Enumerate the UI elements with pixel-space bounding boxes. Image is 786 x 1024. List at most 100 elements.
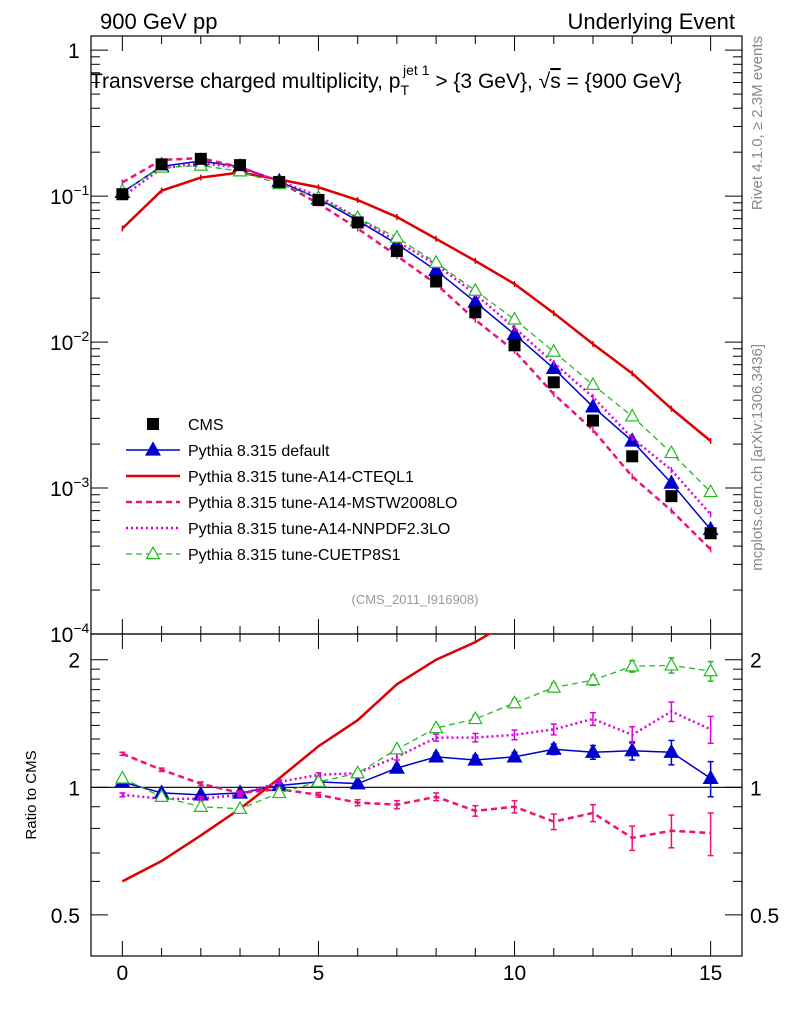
data-point — [704, 527, 717, 540]
ratio-series-pythia-8-315-default — [114, 739, 719, 801]
data-point — [584, 398, 601, 413]
ratio-series-pythia-8-315-tune-a14-mstw2008lo — [119, 751, 714, 857]
data-point — [351, 216, 364, 229]
ratio-line — [121, 634, 492, 883]
analysis-watermark: (CMS_2011_I916908) — [352, 592, 479, 607]
legend-marker — [145, 545, 161, 560]
legend-label: Pythia 8.315 default — [188, 443, 330, 460]
legend-label: Pythia 8.315 tune-CUETP8S1 — [188, 547, 401, 564]
y-tick-base: 10 — [50, 332, 73, 355]
data-point — [155, 158, 168, 171]
y-tick-exp: −2 — [73, 328, 89, 344]
data-point — [508, 339, 521, 352]
data-point — [626, 450, 639, 463]
data-point — [390, 245, 403, 258]
data-point — [663, 474, 680, 489]
header-right-label: Underlying Event — [567, 9, 735, 34]
legend-marker — [147, 418, 159, 430]
data-point — [430, 275, 443, 288]
ratio-plot-frame — [90, 633, 743, 957]
legend-marker — [145, 441, 161, 456]
ratio-series-pythia-8-315-tune-a14-cteql1 — [121, 634, 492, 883]
data-point — [585, 376, 601, 390]
ratio-point — [546, 679, 562, 693]
ratio-point — [507, 695, 522, 709]
y-tick-exp: −1 — [73, 182, 89, 198]
legend-label: Pythia 8.315 tune-A14-NNPDF2.3LO — [188, 521, 450, 538]
ratio-point — [624, 742, 641, 757]
series-line — [122, 164, 712, 493]
title-sup: jet 1 — [402, 62, 430, 78]
y-tick-base: 1 — [68, 40, 80, 63]
data-point — [234, 159, 247, 172]
ratio-y-tick-label-left: 0.5 — [51, 905, 80, 928]
data-point — [428, 254, 444, 268]
title-suffix: = {900 GeV} — [561, 70, 682, 93]
data-point — [665, 490, 678, 503]
ratio-point — [193, 798, 209, 812]
series-line — [121, 156, 712, 551]
y-tick-label: 10−4 — [50, 620, 90, 647]
data-point — [546, 343, 562, 357]
legend-item-pythia-8-315-default: Pythia 8.315 default — [126, 441, 330, 460]
ratio-line — [122, 664, 711, 810]
x-tick-label: 10 — [503, 962, 526, 985]
y-tick-label: 10−3 — [50, 474, 90, 501]
legend-label: Pythia 8.315 tune-A14-MSTW2008LO — [188, 495, 457, 512]
legend-label: CMS — [188, 417, 224, 434]
y-tick-exp: −4 — [73, 620, 89, 636]
ratio-point — [467, 710, 483, 725]
title-middle: > {3 GeV}, √ — [429, 70, 550, 93]
ratio-y-tick-label-right: 0.5 — [750, 905, 779, 928]
data-point — [389, 229, 405, 243]
ratio-y-tick-label-right: 2 — [750, 650, 762, 673]
ratio-point — [663, 743, 680, 758]
ratio-point — [311, 773, 326, 788]
series-pythia-8-315-tune-a14-cteql1 — [121, 169, 712, 445]
data-point — [703, 483, 719, 498]
x-tick-label: 15 — [699, 962, 722, 985]
data-point — [469, 306, 482, 319]
data-point — [273, 175, 286, 188]
data-point — [586, 414, 599, 427]
x-tick-label: 5 — [313, 962, 325, 985]
ratio-point — [350, 765, 366, 779]
ratio-point — [702, 769, 719, 784]
rivet-label: Rivet 4.1.0, ≥ 2.3M events — [749, 36, 766, 210]
ratio-point — [585, 672, 601, 686]
ratio-point — [467, 751, 484, 766]
ratio-point — [624, 658, 640, 672]
title-sub: T — [400, 82, 409, 98]
ratio-y-axis-label: Ratio to CMS — [23, 750, 40, 839]
y-tick-label: 1 — [68, 40, 80, 63]
legend-label: Pythia 8.315 tune-A14-CTEQL1 — [188, 469, 414, 486]
data-point — [116, 188, 129, 201]
y-tick-label: 10−2 — [50, 328, 90, 355]
y-tick-base: 10 — [50, 186, 73, 209]
ratio-point — [506, 748, 523, 763]
ratio-point — [232, 800, 248, 814]
main-axis-ticks: 10−410−310−210−11 — [50, 36, 742, 647]
data-point — [624, 408, 640, 422]
data-point — [507, 311, 522, 325]
y-tick-label: 10−1 — [50, 182, 90, 209]
ratio-y-tick-label-left: 2 — [68, 650, 80, 673]
ratio-point — [664, 657, 679, 671]
series-cms — [116, 152, 717, 540]
data-point — [664, 444, 679, 459]
ratio-point — [584, 743, 601, 758]
legend-item-pythia-8-315-tune-a14-mstw2008lo: Pythia 8.315 tune-A14-MSTW2008LO — [126, 495, 457, 512]
series-pythia-8-315-tune-a14-mstw2008lo — [121, 155, 712, 553]
mcplots-label: mcplots.cern.ch [arXiv:1306.3436] — [749, 344, 766, 571]
data-point — [467, 282, 483, 296]
legend: CMS Pythia 8.315 default Pythia 8.315 tune… — [126, 417, 457, 564]
ratio-line — [121, 752, 711, 840]
data-point — [194, 152, 207, 165]
ratio-point — [703, 663, 719, 677]
ratio-point — [428, 748, 445, 763]
ratio-line — [122, 748, 712, 796]
ratio-point — [154, 788, 169, 802]
plot-title: Transverse charged multiplicity, pTjet 1… — [90, 62, 682, 98]
title-prefix: Transverse charged multiplicity, p — [90, 70, 400, 93]
